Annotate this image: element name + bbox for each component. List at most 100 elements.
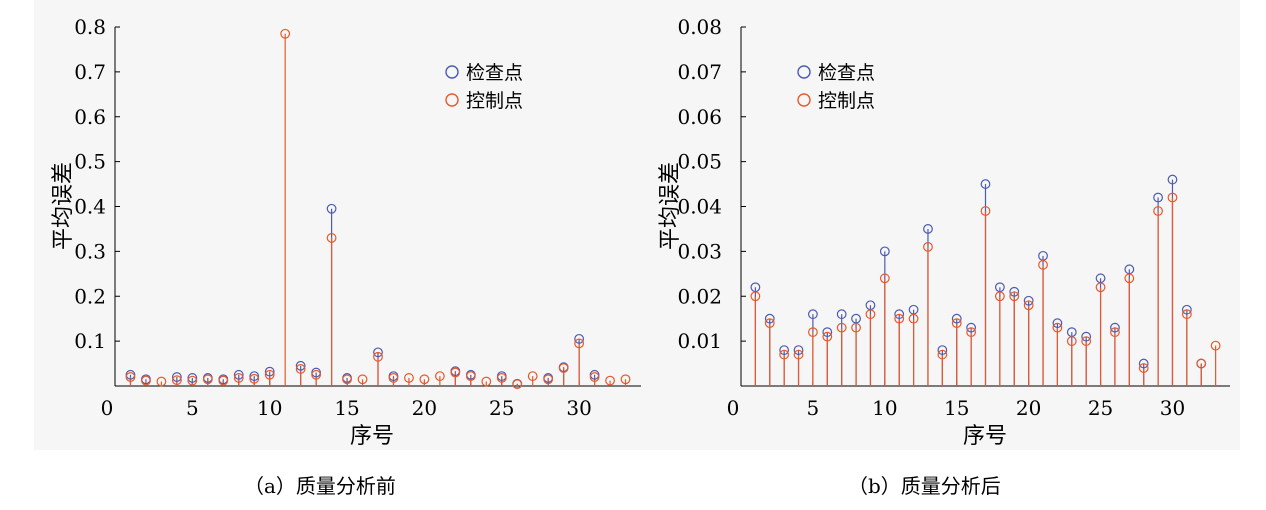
control-marker xyxy=(865,309,876,320)
control-marker xyxy=(202,374,213,385)
y-tick-label: 0.8 xyxy=(74,15,106,39)
check-marker xyxy=(171,372,182,382)
legend-control-marker xyxy=(797,93,811,107)
control-marker xyxy=(1023,300,1034,311)
check-marker xyxy=(1023,295,1034,306)
control-marker xyxy=(450,367,461,378)
chart-panel-b: 0.01 0.02 0.03 0.04 0.05 0.06 0.07 0.08 0 5 10 15 20… xyxy=(658,15,1230,449)
control-marker xyxy=(808,327,818,338)
control-marker xyxy=(1095,282,1106,293)
check-marker xyxy=(894,309,905,320)
control-marker xyxy=(951,318,962,329)
control-marker xyxy=(357,374,368,385)
control-marker xyxy=(1009,291,1020,302)
legend-control-label: 控制点 xyxy=(466,90,523,112)
y-axis-title: 平均误差 xyxy=(51,162,76,250)
x-tick-label: 15 xyxy=(334,396,359,420)
y-tick-label: 0.01 xyxy=(677,329,722,353)
check-marker xyxy=(249,371,260,382)
control-marker xyxy=(481,376,492,387)
control-marker xyxy=(1110,327,1120,338)
check-marker xyxy=(822,327,833,338)
control-marker xyxy=(574,338,585,349)
check-marker xyxy=(923,224,933,234)
check-marker xyxy=(1167,174,1178,185)
y-axis-title: 平均误差 xyxy=(658,162,683,250)
y-tick-label: 0.07 xyxy=(677,60,722,84)
y-tick-label: 0.7 xyxy=(74,60,106,84)
y-tick-label: 0.3 xyxy=(74,239,106,263)
control-marker xyxy=(171,375,182,386)
chart-panel-a: 0.1 0.2 0.3 0.4 0.5 0.6 0.7 0.8 0 5 10 15 20 25 30 序号 平均… xyxy=(51,15,641,449)
control-marker xyxy=(779,349,790,360)
legend-check-label: 检查点 xyxy=(466,62,523,84)
control-marker xyxy=(342,374,352,385)
check-marker xyxy=(764,313,775,324)
control-marker xyxy=(218,375,229,386)
x-tick-label: 20 xyxy=(412,396,437,420)
x-tick-label: 5 xyxy=(186,396,199,420)
control-marker xyxy=(543,374,554,385)
control-marker xyxy=(908,313,919,324)
control-marker xyxy=(1081,336,1092,347)
legend-control-marker xyxy=(445,93,459,107)
control-marker xyxy=(156,376,167,387)
legend-control-label: 控制点 xyxy=(818,90,875,112)
x-tick-label: 0 xyxy=(101,396,114,420)
control-marker xyxy=(295,364,306,374)
check-marker xyxy=(1110,322,1120,333)
check-marker xyxy=(879,246,890,257)
control-marker xyxy=(1153,206,1163,216)
x-tick-label: 20 xyxy=(1016,396,1041,420)
control-marker xyxy=(187,375,198,386)
y-tick-label: 0.4 xyxy=(74,195,106,219)
check-marker xyxy=(264,366,275,377)
x-tick-label: 25 xyxy=(489,396,514,420)
check-marker xyxy=(779,345,790,356)
control-marker xyxy=(851,322,861,333)
control-marker xyxy=(558,363,569,373)
check-marker xyxy=(233,369,244,380)
control-marker xyxy=(326,233,337,243)
y-tick-label: 0.04 xyxy=(677,195,722,219)
control-marker xyxy=(1052,322,1063,333)
control-marker xyxy=(233,373,244,383)
check-marker xyxy=(1181,304,1192,315)
control-marker xyxy=(280,28,291,39)
x-tick-label: 5 xyxy=(807,396,820,420)
x-tick-label: 10 xyxy=(257,396,282,420)
legend-check-marker xyxy=(797,65,811,79)
check-marker xyxy=(793,345,804,356)
panel-b-background xyxy=(638,0,1240,450)
control-marker xyxy=(527,371,538,382)
control-marker xyxy=(1210,340,1221,351)
control-marker xyxy=(125,372,136,382)
control-marker xyxy=(249,373,260,384)
control-marker xyxy=(1181,309,1192,320)
check-marker xyxy=(1009,286,1020,297)
control-marker xyxy=(512,379,523,390)
control-marker xyxy=(937,349,948,360)
y-tick-label: 0.6 xyxy=(74,105,106,129)
check-marker xyxy=(373,347,383,358)
control-marker xyxy=(404,373,414,383)
check-marker xyxy=(574,333,585,344)
control-marker xyxy=(311,369,322,380)
check-marker xyxy=(1052,318,1063,329)
control-marker xyxy=(1138,363,1149,373)
caption-a: （a）质量分析前 xyxy=(244,474,396,498)
y-tick-label: 0.1 xyxy=(74,329,106,353)
check-marker xyxy=(966,322,977,333)
caption-b: （b）质量分析后 xyxy=(848,474,1001,498)
control-marker xyxy=(994,291,1005,302)
control-marker xyxy=(465,371,476,382)
control-marker xyxy=(836,322,847,333)
check-marker xyxy=(937,345,948,356)
check-marker xyxy=(295,360,306,371)
x-tick-label: 30 xyxy=(566,396,591,420)
check-marker xyxy=(187,373,198,383)
control-marker xyxy=(434,371,445,382)
control-marker xyxy=(750,291,761,302)
x-tick-label: 0 xyxy=(727,396,740,420)
